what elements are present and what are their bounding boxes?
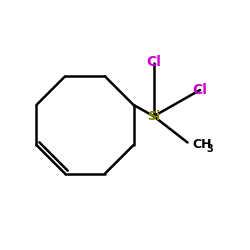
Text: Cl: Cl	[192, 83, 208, 97]
Text: Cl: Cl	[146, 56, 161, 70]
Text: 3: 3	[206, 144, 213, 154]
Text: CH: CH	[192, 138, 212, 151]
Text: Si: Si	[147, 110, 160, 123]
